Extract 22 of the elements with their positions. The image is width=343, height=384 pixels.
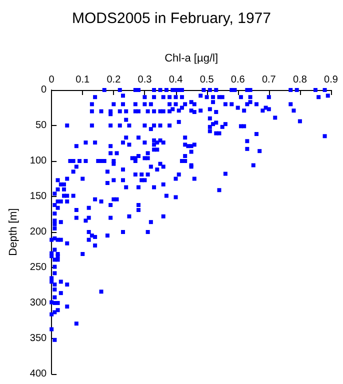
- x-tick-label: 0.7: [262, 74, 276, 86]
- x-tick-label: 0.4: [168, 74, 184, 86]
- y-tick-label: 150: [30, 191, 48, 202]
- x-tick-label: 0.6: [230, 74, 246, 86]
- x-tick-label: 0.1: [76, 74, 90, 86]
- x-axis-title: Chl-a [µg/l]: [164, 52, 218, 64]
- y-tick-label: 400: [30, 368, 48, 380]
- chart-title: MODS2005 in February, 1977: [72, 10, 271, 27]
- y-axis-title: Depth [m]: [8, 208, 20, 256]
- y-tick-label: 50: [35, 120, 48, 131]
- y-tick-label: 100: [30, 156, 48, 166]
- x-tick-label: 0.8: [293, 74, 308, 86]
- y-tick-label: 0: [41, 84, 48, 96]
- x-tick-label: 0.2: [106, 74, 122, 86]
- x-tick-label: 0.9: [324, 74, 338, 86]
- x-tick-label: 0.5: [200, 74, 214, 86]
- x-tick-label: 0: [48, 74, 55, 86]
- y-tick-label: 300: [30, 298, 48, 308]
- y-tick-label: 200: [30, 226, 48, 238]
- x-tick-label: 0.3: [138, 74, 152, 86]
- y-tick-label: 350: [30, 333, 48, 344]
- y-tick-label: 250: [30, 262, 48, 273]
